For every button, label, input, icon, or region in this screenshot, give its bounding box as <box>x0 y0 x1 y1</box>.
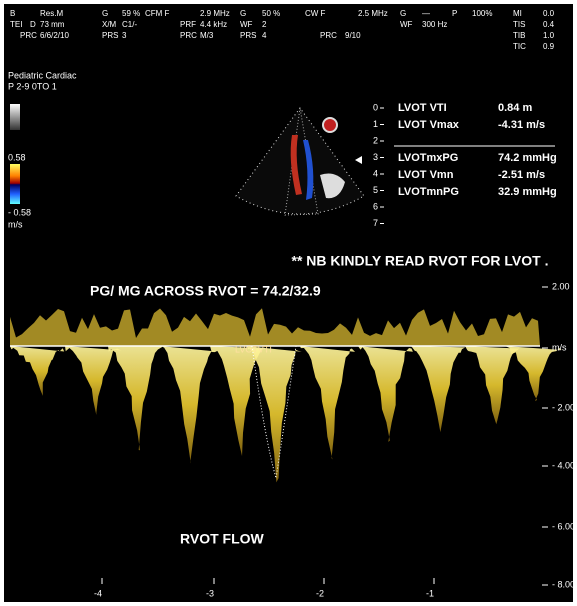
velocity-label: - 8.00 <box>552 579 575 589</box>
time-label: -2 <box>316 588 324 598</box>
header-cell: CFM F <box>145 9 170 18</box>
header-cell: PRC <box>320 31 337 40</box>
screen-background <box>4 4 573 602</box>
color-bar <box>10 164 20 204</box>
measurement-label: LVOT VTI <box>398 102 447 114</box>
measurement-value: -4.31 m/s <box>498 119 545 131</box>
measurement-value: 74.2 mmHg <box>498 152 557 164</box>
header-cell: 2 <box>262 20 267 29</box>
header-cell: 100% <box>472 9 492 18</box>
header-cell: 2.9 MHz <box>200 9 230 18</box>
note: ** NB KINDLY READ RVOT FOR LVOT . <box>292 253 549 269</box>
depth-mark: 5 <box>373 185 378 195</box>
measurement-value: -2.51 m/s <box>498 169 545 181</box>
header-cell: G <box>400 9 406 18</box>
page: B Res.M G 59 % CFM F 2.9 MHz G 50 % CW F 2.5 MHz G… <box>0 0 577 606</box>
measurement-label: LVOT Vmn <box>398 169 454 181</box>
header-cell: PRS <box>240 31 256 40</box>
depth-mark: 1 <box>373 119 378 129</box>
header-cell: PRS <box>102 31 118 40</box>
header-cell: — <box>422 9 430 18</box>
header-cell: 1.0 <box>543 31 555 40</box>
header-cell: M/3 <box>200 31 214 40</box>
header-cell: PRC <box>20 31 37 40</box>
header-cell: TIC <box>513 42 526 51</box>
header-cell: TIS <box>513 20 525 29</box>
header-cell: CW F <box>305 9 326 18</box>
header-cell: 0.4 <box>543 20 555 29</box>
header-cell: WF <box>400 20 413 29</box>
depth-mark: 4 <box>373 168 378 178</box>
measurement-label: LVOTmxPG <box>398 152 458 164</box>
flow-label: RVOT FLOW <box>180 531 265 547</box>
color-min: - 0.58 <box>8 207 31 217</box>
header-cell: X/M <box>102 20 117 29</box>
measurement-value: 0.84 m <box>498 102 532 114</box>
depth-mark: 0 <box>373 102 378 112</box>
header-cell: 2.5 MHz <box>358 9 388 18</box>
header-cell: G <box>102 9 108 18</box>
depth-mark: 3 <box>373 152 378 162</box>
header-cell: PRC <box>180 31 197 40</box>
velocity-label: - 4.00 <box>552 460 575 470</box>
depth-mark: 2 <box>373 135 378 145</box>
header-cell: TEI <box>10 20 22 29</box>
header-cell: 4.4 kHz <box>200 20 227 29</box>
header-cell: 4 <box>262 31 267 40</box>
color-unit: m/s <box>8 219 23 229</box>
header-cell: B <box>10 9 15 18</box>
header-cell: 59 % <box>122 9 140 18</box>
depth-mark: 7 <box>373 218 378 228</box>
velocity-label: m/s <box>552 342 567 352</box>
color-max: 0.58 <box>8 152 26 162</box>
measurement-label: LVOT Vmax <box>398 119 460 131</box>
header-cell: 0.0 <box>543 9 555 18</box>
header-cell: 73 mm <box>40 20 65 29</box>
header-cell: 50 % <box>262 9 280 18</box>
velocity-label: 2.00 <box>552 281 570 291</box>
header-cell: G <box>240 9 246 18</box>
time-label: -1 <box>426 588 434 598</box>
trace-label: LVOTVTI <box>235 344 272 354</box>
pg-mg: PG/ MG ACROSS RVOT = 74.2/32.9 <box>90 283 321 299</box>
header-cell: Res.M <box>40 9 63 18</box>
header-cell: TIB <box>513 31 525 40</box>
measurement-label: LVOTmnPG <box>398 186 459 198</box>
header-cell: PRF <box>180 20 196 29</box>
header-cell: MI <box>513 9 522 18</box>
depth-mark: 6 <box>373 201 378 211</box>
header-cell: 300 Hz <box>422 20 447 29</box>
velocity-label: - 2.00 <box>552 402 575 412</box>
transducer: P 2-9 0TO 1 <box>8 81 57 91</box>
ultrasound-screen: B Res.M G 59 % CFM F 2.9 MHz G 50 % CW F 2.5 MHz G… <box>0 0 577 606</box>
header-cell: WF <box>240 20 253 29</box>
preset: Pediatric Cardiac <box>8 70 77 80</box>
header-cell: 6/6/2/10 <box>40 31 69 40</box>
header-cell: 9/10 <box>345 31 361 40</box>
time-label: -4 <box>94 588 102 598</box>
header-cell: P <box>452 9 457 18</box>
header-cell: 3 <box>122 31 127 40</box>
velocity-label: - 6.00 <box>552 521 575 531</box>
measurement-value: 32.9 mmHg <box>498 186 557 198</box>
gray-bar <box>10 104 20 130</box>
header-cell: C1/- <box>122 20 137 29</box>
header-cell: D <box>30 20 36 29</box>
header-cell: 0.9 <box>543 42 555 51</box>
time-label: -3 <box>206 588 214 598</box>
